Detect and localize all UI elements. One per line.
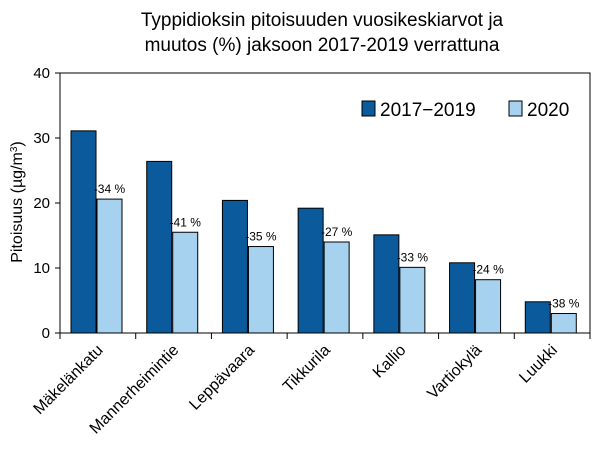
bar-2020	[172, 231, 199, 334]
change-percent-label: -38 %	[548, 297, 580, 311]
y-axis-label-sup: 3	[9, 146, 20, 152]
category-label: Vartiokylä	[424, 342, 485, 403]
change-percent-label: -34 %	[94, 182, 126, 196]
change-percent-label: -24 %	[472, 263, 504, 277]
bar-2017-2019	[449, 262, 476, 334]
bar-2017-2019	[524, 301, 551, 334]
legend: 2017−2019 2020	[361, 100, 569, 121]
legend-label-2020: 2020	[527, 100, 569, 121]
category-label: Leppävaara	[186, 342, 258, 414]
y-tick-label: 0	[42, 325, 50, 342]
bar-2020	[96, 198, 123, 334]
bar-2017-2019	[146, 160, 173, 334]
legend-swatch-2020	[508, 100, 523, 117]
legend-swatch-2017-2019	[361, 100, 376, 117]
bar-2020	[399, 266, 426, 334]
bar-2017-2019	[221, 199, 248, 334]
y-tick-label: 20	[33, 195, 50, 212]
bar-2020	[323, 241, 350, 334]
y-tick-label: 10	[33, 260, 50, 277]
category-label: Tikkurila	[280, 342, 334, 396]
change-percent-label: -41 %	[170, 215, 202, 229]
category-label: Luukki	[516, 342, 561, 387]
change-percent-label: -33 %	[397, 250, 429, 264]
category-label: Mäkelänkatu	[31, 342, 107, 418]
bar-2017-2019	[373, 234, 400, 334]
category-label: Kallio	[370, 342, 410, 382]
bar-2017-2019	[297, 207, 324, 334]
bar-2020	[247, 246, 274, 334]
y-tick-label: 30	[33, 130, 50, 147]
bar-2017-2019	[70, 130, 97, 334]
change-percent-label: -35 %	[245, 230, 277, 244]
bar-2020	[550, 313, 577, 334]
y-axis-label: Pitoisuus (µg/m3)	[9, 141, 27, 262]
y-axis-label-main: Pitoisuus (µg/m	[9, 152, 26, 263]
y-tick-label: 40	[33, 65, 50, 82]
chart-title-line-2: muutos (%) jaksoon 2017-2019 verrattuna	[145, 35, 500, 56]
change-percent-label: -27 %	[321, 225, 353, 239]
bar-2020	[475, 279, 502, 334]
legend-label-2017-2019: 2017−2019	[380, 100, 476, 121]
chart-title-line-1: Typpidioksin pitoisuuden vuosikeskiarvot…	[141, 10, 504, 31]
y-axis-label-end: )	[9, 141, 26, 146]
